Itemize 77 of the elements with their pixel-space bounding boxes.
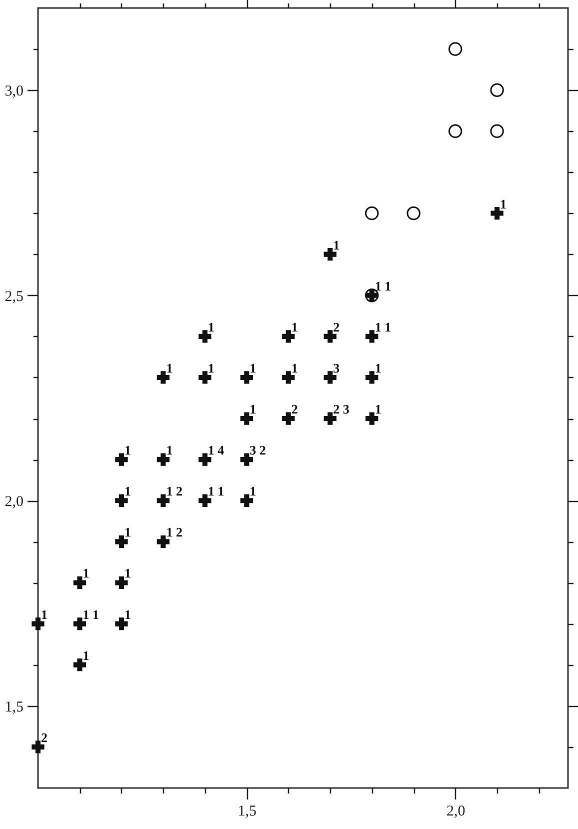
annotation: 2 xyxy=(291,402,298,417)
annotation: 1 xyxy=(124,442,131,458)
annotation: 1 2 xyxy=(166,484,182,499)
annotation: 2 xyxy=(333,319,340,334)
annotation: 1 xyxy=(124,484,131,499)
point xyxy=(240,412,253,425)
point xyxy=(115,535,128,548)
annotation: 1 xyxy=(333,237,340,252)
point xyxy=(448,42,462,56)
point xyxy=(490,83,504,97)
point xyxy=(324,330,336,343)
point xyxy=(282,330,295,343)
y-tick-label: 2,5 xyxy=(4,288,24,305)
point xyxy=(240,371,253,384)
point xyxy=(448,124,462,138)
point xyxy=(366,371,378,384)
point xyxy=(198,330,212,343)
annotation: 1 xyxy=(166,442,173,458)
point xyxy=(156,494,170,507)
annotation: 1 xyxy=(166,360,173,376)
annotation: 1 xyxy=(250,484,256,499)
point xyxy=(32,617,44,630)
annotation: 1 xyxy=(82,648,90,663)
point xyxy=(324,371,336,384)
point xyxy=(240,453,253,466)
annotation: 3 xyxy=(333,360,340,376)
annotation: 2 3 xyxy=(333,402,350,417)
point xyxy=(282,412,295,425)
y-tick-label: 2,0 xyxy=(4,494,24,510)
point xyxy=(366,412,378,425)
point xyxy=(324,248,336,261)
point xyxy=(490,206,504,220)
annotation: 3 2 xyxy=(250,442,266,458)
annotation: 1 xyxy=(291,360,298,376)
annotation: 1 xyxy=(82,566,90,581)
annotation: 1 xyxy=(124,606,131,622)
annotation: 1 4 xyxy=(208,442,225,458)
annotation: 1 xyxy=(291,319,298,334)
point xyxy=(156,371,170,384)
point xyxy=(115,617,128,630)
annotation: 1 1 xyxy=(374,278,392,294)
point xyxy=(198,453,212,466)
annotation: 1 xyxy=(500,196,507,212)
point xyxy=(364,206,379,220)
point xyxy=(115,576,128,590)
annotation: 1 xyxy=(208,360,214,376)
point xyxy=(366,330,378,343)
annotation: 1 1 xyxy=(82,606,99,622)
point xyxy=(73,617,86,630)
annotation: 1 xyxy=(208,319,214,334)
point xyxy=(198,371,212,384)
point xyxy=(198,494,212,507)
point xyxy=(240,494,253,507)
point xyxy=(406,206,420,220)
point xyxy=(490,124,504,138)
annotation: 1 1 xyxy=(208,484,224,499)
point xyxy=(73,576,86,590)
annotation: 2 xyxy=(41,730,48,745)
annotation: 1 1 xyxy=(374,319,392,334)
point xyxy=(115,453,128,466)
annotation: 1 xyxy=(374,360,382,376)
annotation: 1 xyxy=(374,402,382,417)
annotation: 1 xyxy=(250,402,256,417)
annotation: 1 2 xyxy=(166,524,182,540)
annotation: 1 xyxy=(124,524,131,540)
annotation: 1 xyxy=(41,606,48,622)
point xyxy=(282,371,295,384)
annotation: 1 xyxy=(250,360,256,376)
point xyxy=(115,494,128,507)
y-tick-label: 3,0 xyxy=(4,84,24,100)
y-tick-label: 1,5 xyxy=(4,699,24,716)
point xyxy=(324,412,336,425)
point xyxy=(156,453,170,466)
point xyxy=(73,658,86,672)
point xyxy=(32,740,44,754)
annotation: 1 xyxy=(124,566,131,581)
point xyxy=(156,535,170,548)
